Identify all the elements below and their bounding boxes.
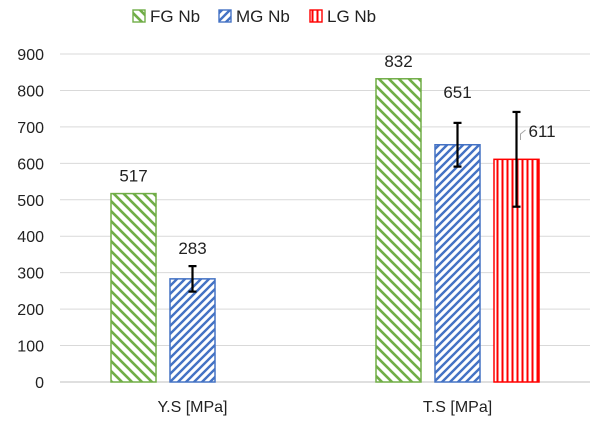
data-label: 611	[529, 122, 556, 141]
data-label: 651	[443, 83, 471, 102]
y-tick-label: 100	[17, 339, 44, 356]
y-tick-label: 600	[17, 156, 44, 173]
y-tick-label: 500	[17, 193, 44, 210]
x-category-label: T.S [MPa]	[423, 399, 492, 416]
y-tick-label: 400	[17, 229, 44, 246]
data-label: 832	[384, 52, 412, 71]
bar-fg-nb	[375, 78, 422, 383]
legend-label: LG Nb	[327, 7, 376, 26]
bar-fg-nb	[110, 192, 157, 383]
legend-label: FG Nb	[150, 7, 200, 26]
legend-swatch	[132, 9, 146, 23]
data-labels: 517 283 832 651 611	[119, 52, 555, 258]
legend-swatch	[218, 9, 232, 23]
y-tick-label: 900	[17, 47, 44, 64]
y-tick-label: 0	[35, 375, 44, 392]
bar-lg-nb	[493, 158, 540, 383]
x-category-label: Y.S [MPa]	[158, 399, 228, 416]
bar-mg-nb	[169, 278, 216, 383]
legend: FG Nb MG Nb LG Nb	[132, 7, 376, 26]
y-tick-label: 200	[17, 302, 44, 319]
data-label: 517	[119, 167, 147, 186]
bar-mg-nb	[434, 143, 481, 383]
bars	[110, 78, 540, 383]
data-label-leader-line	[520, 129, 526, 140]
y-tick-label: 700	[17, 120, 44, 137]
legend-label: MG Nb	[236, 7, 290, 26]
y-tick-label: 300	[17, 266, 44, 283]
data-label: 283	[178, 239, 206, 258]
y-tick-label: 800	[17, 83, 44, 100]
legend-swatch	[309, 9, 323, 23]
